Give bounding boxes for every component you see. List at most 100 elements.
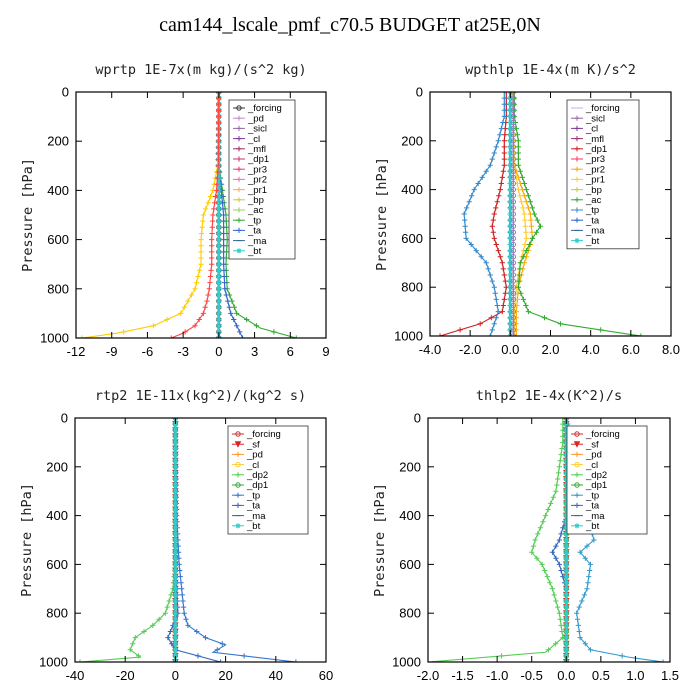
series-marker	[167, 628, 173, 635]
series-marker	[563, 458, 569, 464]
y-tick-label: 200	[401, 133, 423, 148]
series-marker	[193, 280, 200, 286]
legend-marker	[236, 207, 242, 213]
series-marker	[198, 230, 205, 237]
series-marker	[510, 132, 517, 138]
series-marker	[563, 506, 569, 513]
x-tick-label: -0.5	[521, 668, 543, 683]
series-marker	[507, 174, 513, 180]
legend-entry: _tp	[571, 490, 599, 501]
legend-entry: _pd	[233, 113, 264, 124]
series-marker	[216, 323, 222, 329]
series-marker	[468, 241, 474, 248]
series-marker	[198, 261, 204, 267]
series-marker	[507, 187, 513, 193]
series-marker	[500, 302, 506, 309]
series-marker	[532, 537, 538, 543]
series-marker	[216, 304, 222, 310]
series-marker	[510, 241, 517, 248]
series-marker	[523, 235, 529, 241]
series-marker	[522, 217, 528, 223]
series-marker	[130, 641, 136, 647]
y-tick-label: 800	[401, 280, 423, 295]
series-marker	[557, 458, 563, 464]
series-marker	[464, 205, 470, 211]
series-marker	[563, 513, 569, 519]
series-marker	[166, 598, 172, 604]
series-marker	[501, 296, 507, 302]
series-marker	[518, 199, 524, 205]
series-marker	[209, 255, 215, 261]
legend-entry: _pr3	[571, 154, 605, 165]
series-marker	[172, 519, 178, 525]
legend-label: _pr3	[585, 154, 605, 165]
series-marker	[490, 229, 496, 235]
series-marker	[520, 205, 526, 211]
series-marker	[495, 138, 501, 144]
legend-marker	[574, 207, 580, 213]
series-marker	[507, 223, 513, 229]
legend-label: _dp1	[585, 144, 607, 155]
x-tick-label: -2.0	[417, 668, 439, 683]
series-marker	[534, 555, 540, 561]
series-marker	[479, 174, 485, 180]
series-marker	[510, 296, 517, 303]
series-marker	[216, 218, 222, 224]
series-marker	[523, 187, 529, 193]
series-marker	[222, 286, 228, 292]
series-marker	[223, 292, 229, 298]
series-marker	[210, 212, 216, 218]
series-marker	[549, 586, 556, 592]
series-marker	[517, 260, 523, 266]
legend-marker	[236, 156, 242, 162]
series-marker	[162, 610, 168, 616]
series-marker	[556, 610, 562, 616]
series-marker	[545, 647, 552, 653]
series-marker	[510, 308, 517, 315]
series-marker	[165, 635, 171, 641]
series-marker	[437, 333, 443, 336]
legend-entry: _ma	[571, 226, 605, 237]
series-marker	[502, 132, 508, 138]
series-marker	[215, 157, 221, 163]
series-marker	[135, 653, 142, 659]
series--dp2	[428, 418, 566, 662]
series-marker	[510, 186, 517, 193]
series-marker	[489, 156, 495, 162]
series-marker	[172, 537, 178, 543]
series-marker	[172, 561, 178, 567]
series-marker	[178, 580, 184, 586]
panel-2: wpthlp 1E-4x(m K)/s^2 Pressure [hPa] -4.0 -…	[374, 62, 680, 357]
series-marker	[221, 212, 227, 218]
legend-label: _ta	[246, 501, 261, 512]
series-marker	[558, 452, 564, 458]
series-marker	[507, 150, 513, 156]
series-marker	[473, 248, 479, 254]
series-marker	[531, 211, 538, 217]
series-marker	[507, 138, 513, 144]
series-marker	[563, 531, 569, 537]
y-axis-label: Pressure [hPa]	[19, 483, 35, 597]
series-marker	[198, 255, 204, 261]
legend-marker	[236, 125, 242, 131]
series-marker	[497, 187, 503, 193]
series-marker	[498, 180, 504, 187]
series-marker	[515, 187, 521, 193]
legend-entry: _forcing	[233, 103, 282, 114]
x-tick-label: -2.0	[459, 342, 481, 357]
series-marker	[216, 329, 222, 335]
series-marker	[495, 248, 501, 254]
series-marker	[510, 223, 517, 229]
series-marker	[172, 470, 178, 476]
series-marker	[172, 610, 178, 616]
series-marker	[172, 500, 178, 506]
series-marker	[194, 628, 200, 635]
series-marker	[510, 290, 517, 296]
series-marker	[231, 304, 237, 310]
series-marker	[563, 592, 569, 598]
legend-marker	[574, 482, 580, 488]
series-marker	[503, 92, 509, 95]
series-marker	[209, 224, 215, 230]
legend-marker	[236, 248, 242, 254]
series-marker	[563, 647, 569, 653]
